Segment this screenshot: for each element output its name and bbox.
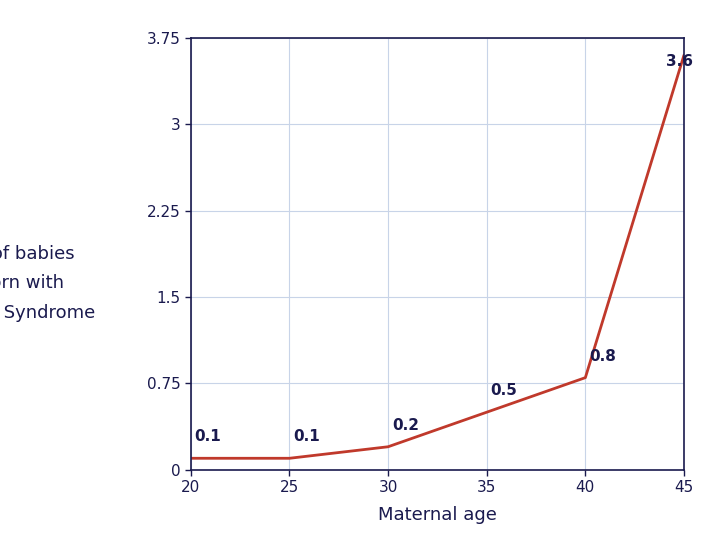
Text: % of babies: % of babies bbox=[0, 245, 74, 263]
Text: 0.1: 0.1 bbox=[194, 429, 222, 444]
Text: born with: born with bbox=[0, 274, 64, 293]
Text: 3.6: 3.6 bbox=[666, 54, 693, 69]
Text: 0.5: 0.5 bbox=[490, 383, 518, 399]
X-axis label: Maternal age: Maternal age bbox=[378, 507, 497, 524]
Text: 0.8: 0.8 bbox=[589, 349, 616, 364]
Text: Down Syndrome: Down Syndrome bbox=[0, 304, 96, 322]
Text: 0.1: 0.1 bbox=[293, 429, 320, 444]
Text: 0.2: 0.2 bbox=[392, 418, 419, 433]
